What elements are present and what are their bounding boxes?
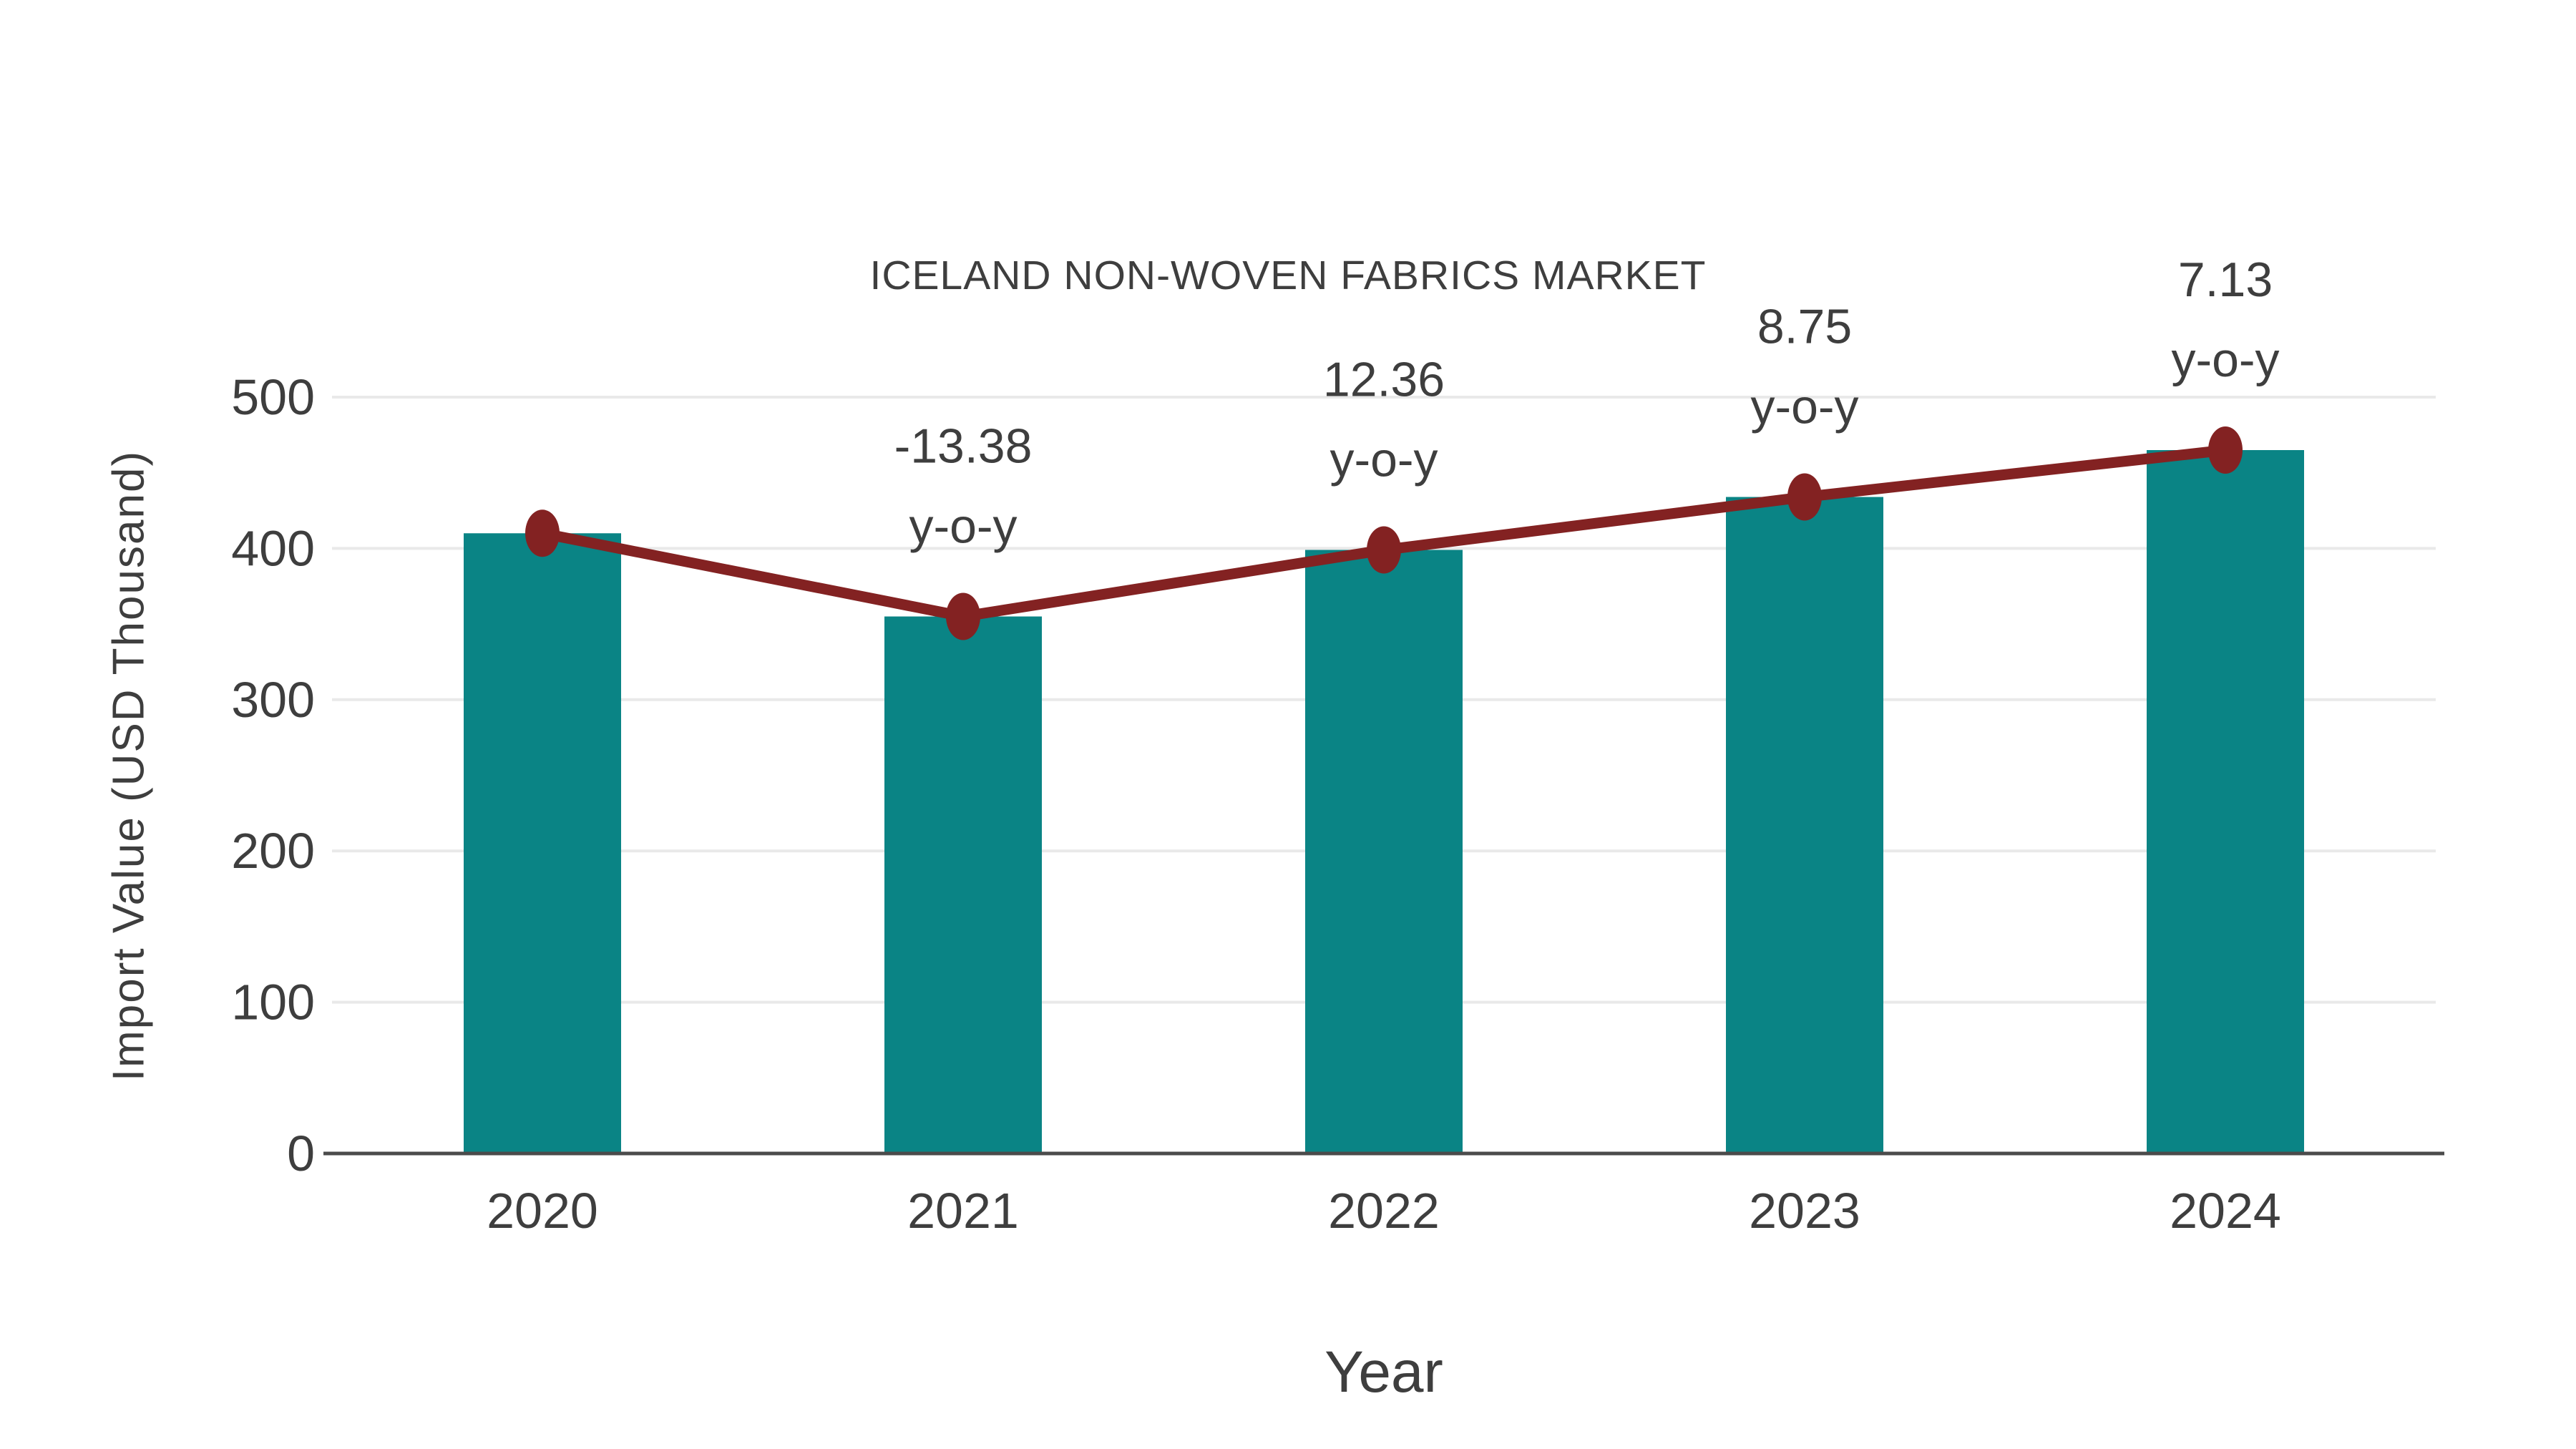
annotation-value-2021: -13.38 [894, 419, 1033, 474]
x-axis-title: Year [1324, 1340, 1443, 1405]
marker-2023 [1787, 473, 1822, 521]
y-tick-label-300: 300 [231, 672, 315, 728]
marker-2022 [1367, 526, 1401, 574]
bar-2022 [1305, 550, 1463, 1153]
annotation-suffix-2024: y-o-y [2171, 333, 2279, 387]
marker-2024 [2208, 426, 2243, 474]
annotation-suffix-2023: y-o-y [1750, 380, 1858, 434]
bar-2021 [884, 616, 1042, 1153]
bar-2024 [2147, 449, 2304, 1153]
x-tick-label-2020: 2020 [487, 1183, 598, 1239]
annotation-value-2024: 7.13 [2178, 253, 2273, 307]
x-tick-label-2023: 2023 [1749, 1183, 1860, 1239]
y-tick-label-0: 0 [287, 1126, 315, 1181]
y-tick-label-200: 200 [231, 823, 315, 879]
x-tick-label-2022: 2022 [1328, 1183, 1440, 1239]
chart-title: ICELAND NON-WOVEN FABRICS MARKET [869, 253, 1707, 298]
y-axis-title: Import Value (USD Thousand) [104, 449, 154, 1082]
annotation-value-2023: 8.75 [1757, 300, 1852, 354]
y-tick-label-100: 100 [231, 975, 315, 1030]
annotation-value-2022: 12.36 [1323, 353, 1445, 407]
annotation-suffix-2021: y-o-y [909, 499, 1017, 554]
marker-2021 [946, 592, 980, 640]
marker-2020 [525, 509, 560, 557]
x-tick-label-2021: 2021 [907, 1183, 1019, 1239]
bar-2023 [1726, 497, 1883, 1153]
bar-2020 [464, 533, 621, 1153]
y-tick-label-500: 500 [231, 369, 315, 425]
y-tick-label-400: 400 [231, 520, 315, 576]
annotation-suffix-2022: y-o-y [1330, 433, 1438, 487]
x-tick-label-2024: 2024 [2170, 1183, 2281, 1239]
